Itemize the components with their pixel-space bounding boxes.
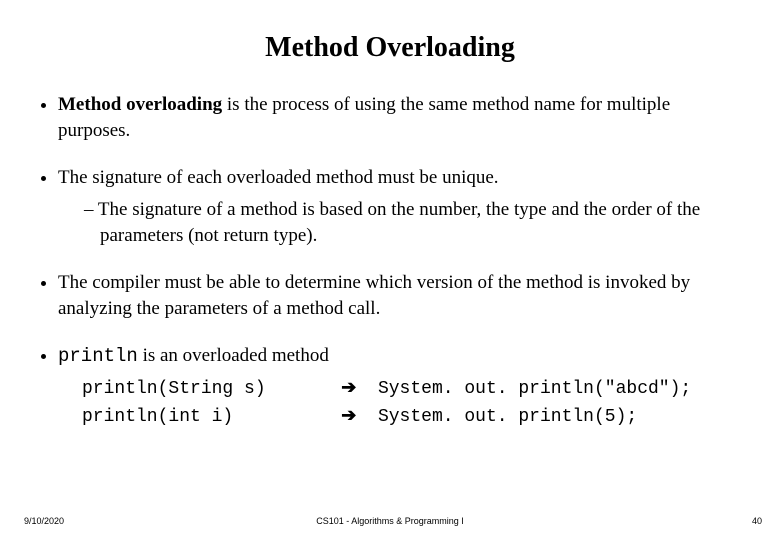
footer-course: CS101 - Algorithms & Programming I [0,516,780,526]
code-block: println(String s) ➔ System. out. println… [82,374,744,430]
bullet-list: Method overloading is the process of usi… [32,92,748,430]
bullet-4: println is an overloaded method println(… [58,343,748,430]
bullet-3: The compiler must be able to determine w… [58,270,748,321]
bullet-2-sub-list: – The signature of a method is based on … [58,197,744,248]
arrow-icon: ➔ [341,405,356,425]
slide: Method Overloading Method overloading is… [0,0,780,540]
code-row-2-right: System. out. println(5); [378,407,637,427]
bullet-4-code: println [58,345,138,367]
code-row-1-left: println(String s) [82,379,341,399]
footer-page: 40 [752,516,762,526]
code-row-1-right: System. out. println("abcd"); [378,379,691,399]
arrow-icon: ➔ [341,377,356,397]
bullet-1-term: Method overloading [58,94,222,115]
code-row-2-left: println(int i) [82,407,341,427]
code-row-1: println(String s) ➔ System. out. println… [82,374,744,402]
bullet-1: Method overloading is the process of usi… [58,92,748,143]
bullet-2: The signature of each overloaded method … [58,165,748,248]
slide-title: Method Overloading [32,32,748,64]
code-row-2: println(int i) ➔ System. out. println(5)… [82,402,744,430]
bullet-4-rest: is an overloaded method [138,345,329,366]
bullet-2-main: The signature of each overloaded method … [58,167,499,188]
bullet-2-sub: – The signature of a method is based on … [84,197,744,248]
